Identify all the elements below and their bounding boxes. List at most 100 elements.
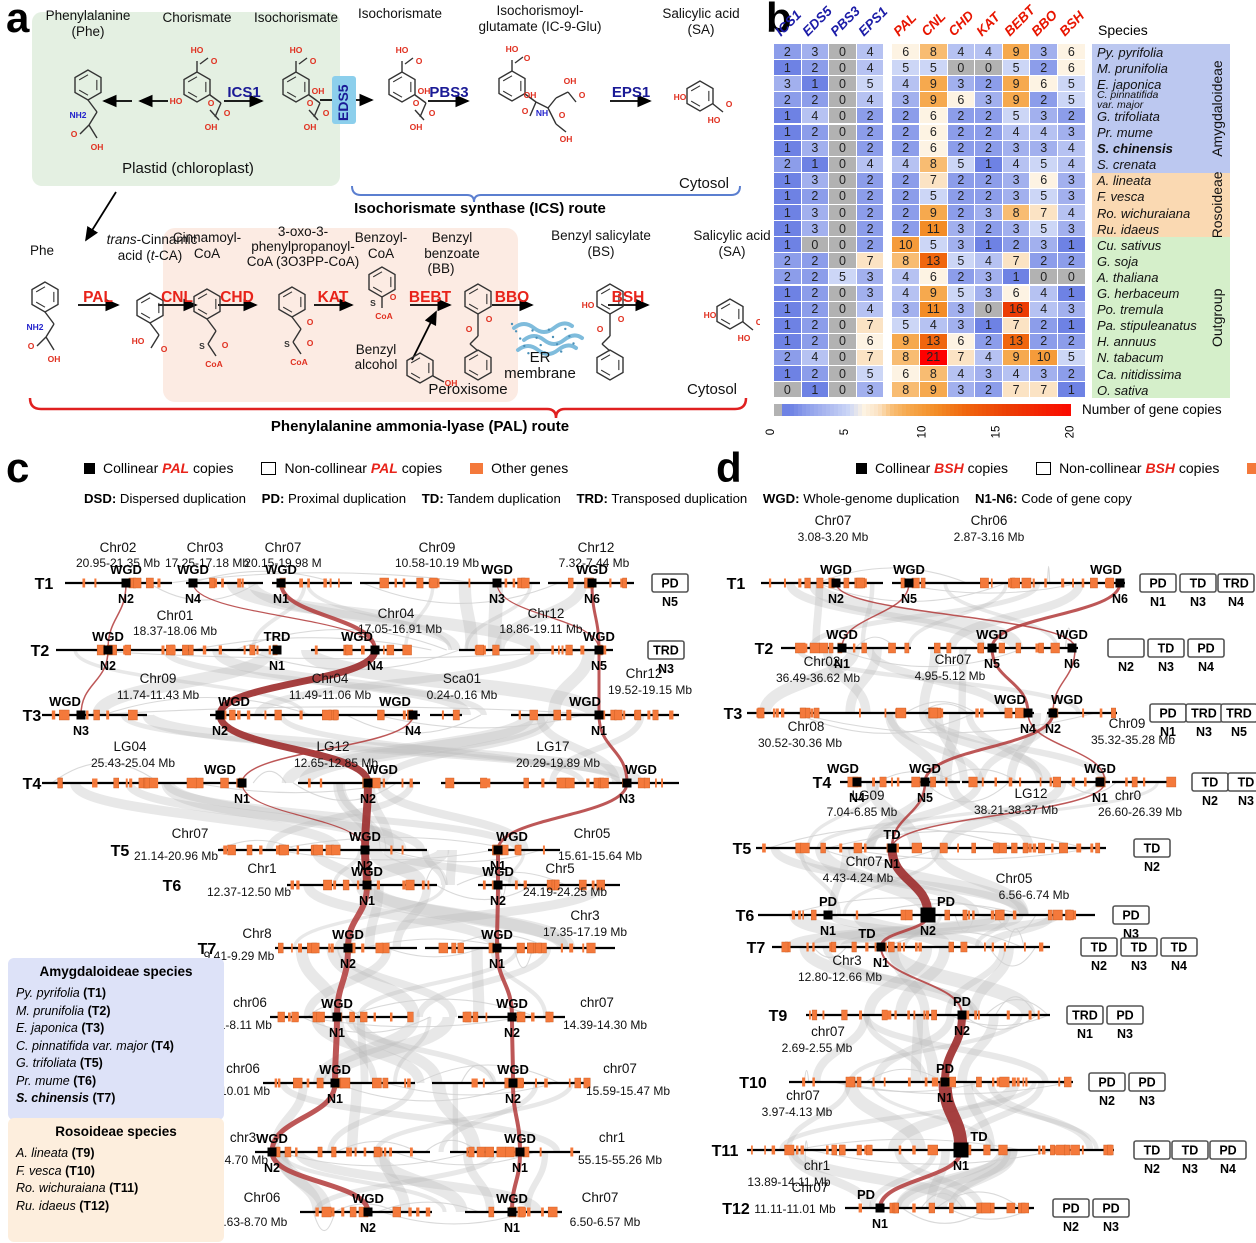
atom-label: HO [582,300,595,310]
duplication-type-label: WGD [49,694,81,709]
synteny-ribbon [368,848,427,887]
gene-block [866,1144,873,1156]
chromosome-range: 7.04-6.85 Mb [827,805,898,819]
duplication-type-label: WGD [92,629,124,644]
synteny-ribbon [445,849,457,886]
gene-tick [379,1147,383,1157]
synteny-ribbon [279,582,377,651]
gene-tick [426,1207,431,1217]
heatmap-cell: 2 [892,172,919,188]
duplication-type-label: TD [1182,1144,1199,1158]
chromosome-name: Chr02 [804,654,841,669]
gene-tick [241,578,244,588]
track-label: T4 [813,775,832,792]
gene-tick [60,710,63,720]
heatmap-cell: 2 [975,172,1002,188]
gene-block [946,642,952,654]
copy-code-label: N1 [953,1159,969,1173]
atom-label: O [524,53,531,63]
collinear-copy-square [587,578,597,588]
atom-label: HO [191,45,204,55]
gene-tick [751,1145,753,1155]
heatmap-cell: 3 [856,269,884,285]
duplication-type-label: WGD [352,1191,384,1206]
bond [308,109,319,121]
synteny-ribbon [416,947,552,1018]
gene-tick [990,910,995,920]
heatmap-cell: 3 [1030,237,1057,253]
synteny-ribbon [274,1151,332,1213]
heatmap-cell: 2 [856,188,884,204]
chromosome-range: 30.52-30.36 Mb [758,736,842,750]
bond [36,336,47,347]
chromosome-name: Chr09 [419,540,456,555]
gene-tick [858,1203,863,1213]
heatmap-cell: 2 [774,253,801,269]
heatmap-cell: 9 [1002,44,1030,60]
double-bond [410,372,421,379]
atom-label: HO [506,44,519,54]
er-membrane-icon [522,333,584,346]
chromosome-name: Chr12 [578,540,615,555]
gene-tick [975,708,979,718]
gene-tick [221,578,224,588]
gene-tick [1022,1077,1025,1087]
heatmap-cell: 3 [856,285,884,301]
gene-tick [1003,942,1006,952]
gene-tick [812,942,815,952]
gene-tick [981,777,984,787]
gene-tick [994,777,998,787]
species-list-item: G. trifoliata (T5) [16,1056,103,1070]
gene-block [360,1011,368,1023]
heatmap-cell: 0 [1058,269,1085,285]
heatmap-cell: 4 [1002,366,1030,382]
er-membrane-icon [519,337,522,340]
duplication-type-label: TD [1158,642,1175,656]
copy-code-label: N2 [118,592,134,606]
heatmap-cell: 2 [975,140,1002,156]
chromosome-name: Chr07 [846,854,883,869]
copy-code-label: N2 [954,1024,970,1038]
pathway-text: Isochorismate synthase (ICS) route [354,200,606,217]
gene-tick [1072,910,1077,920]
synteny-ribbon [863,946,933,1016]
duplication-type-label: TD [970,1129,987,1144]
atom-label: O [224,108,231,118]
gene-tick [586,778,590,788]
gene-tick [806,942,809,952]
gene-block [968,776,978,788]
duplication-type-label: PD [1219,1144,1236,1158]
duplication-type-label: PD [1098,1076,1115,1090]
duplication-type-label: WGD [481,927,513,942]
heatmap-cell: 0 [829,188,856,204]
gene-block [472,1011,479,1023]
gene-tick [390,845,393,855]
gene-tick [523,880,527,890]
copy-code-label: N1 [1092,791,1108,805]
colorbar-segment [970,404,975,416]
gene-block [293,1077,303,1089]
gene-tick [918,942,922,952]
heatmap-cell: 4 [892,76,919,92]
gene-block [948,941,954,953]
gene-block [911,776,921,788]
gene-block [128,709,138,721]
chromosome-range: 35.32-35.28 Mb [1091,733,1175,747]
collinear-copy-square [507,1207,517,1217]
collinear-copy-square [121,578,131,588]
gene-tick [1081,1145,1084,1155]
gene-block [856,1076,862,1088]
gene-block [1064,1076,1072,1088]
synteny-ribbon [799,945,975,1017]
gene-tick [373,1012,376,1022]
heatmap-cell: 6 [920,124,947,140]
heatmap-cell: 2 [1058,366,1085,382]
heatmap-cell: 7 [856,317,884,333]
chromosome-name: Chr03 [187,540,224,555]
double-bond [410,357,421,364]
gene-block [186,777,197,789]
synteny-ribbon [835,582,1076,649]
chromosome-name: chr07 [580,995,614,1010]
